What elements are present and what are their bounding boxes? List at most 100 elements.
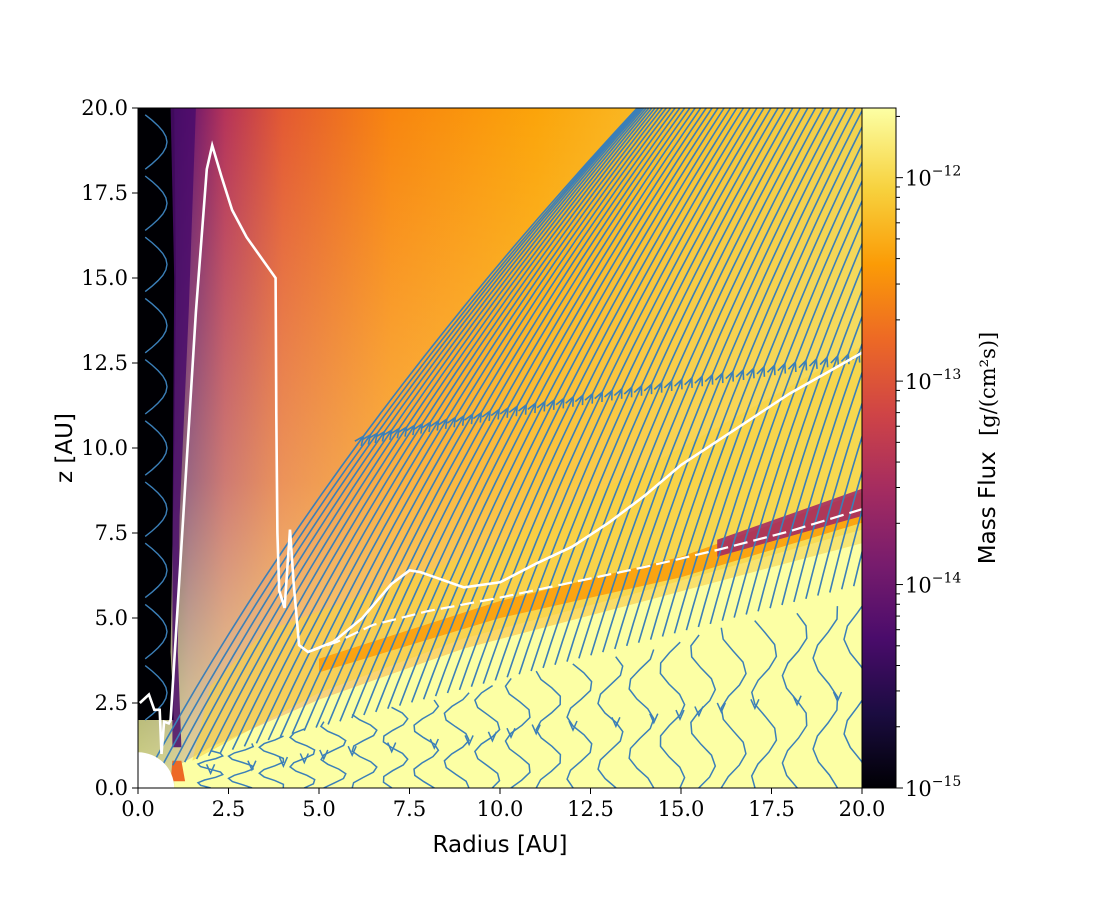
streamline-arrow — [387, 742, 397, 754]
streamline-arrow — [832, 691, 843, 703]
streamline — [195, 108, 643, 760]
streamline — [817, 433, 862, 596]
colorbar-tick-label: 10−14 — [905, 571, 961, 598]
streamline — [319, 721, 347, 788]
x-tick-label: 2.5 — [212, 797, 245, 821]
streamline — [227, 743, 255, 788]
streamline — [144, 603, 168, 660]
streamline-arrow — [643, 382, 653, 395]
streamline-arrow — [584, 392, 594, 404]
streamline — [243, 108, 653, 747]
heat-region — [174, 543, 862, 788]
streamline-arrow — [397, 425, 408, 437]
streamline-arrow — [527, 401, 537, 414]
streamline — [207, 108, 645, 757]
y-tick-label: 15.0 — [81, 266, 128, 290]
streamline — [291, 108, 667, 735]
plot-area — [138, 108, 948, 788]
streamline — [470, 108, 751, 687]
streamline-arrow — [895, 345, 905, 356]
streamline — [757, 289, 862, 612]
streamline — [315, 108, 676, 728]
streamline — [219, 108, 647, 754]
streamline — [602, 108, 832, 653]
streamline-arrow — [536, 399, 546, 412]
streamline-arrow — [756, 365, 766, 377]
streamline-arrow — [361, 433, 372, 445]
streamline — [769, 314, 862, 609]
streamline-arrow — [508, 404, 519, 417]
streamline — [144, 420, 168, 476]
x-axis-label: Radius [AU] — [433, 832, 568, 858]
streamline-arrow — [694, 706, 704, 718]
streamline-arrow — [368, 431, 379, 444]
streamline — [363, 108, 696, 716]
colorbar-gradient — [861, 107, 897, 789]
streamline-arrow — [429, 738, 439, 750]
streamline — [339, 108, 686, 722]
streamline-arrow — [750, 698, 760, 711]
streamline — [661, 125, 862, 637]
streamline — [697, 179, 862, 628]
streamline — [144, 175, 168, 231]
streamline — [279, 108, 663, 738]
x-tick-label: 0.0 — [121, 797, 154, 821]
streamline — [434, 108, 732, 697]
streamline — [673, 142, 862, 634]
y-axis-label: z [AU] — [52, 413, 78, 483]
x-tick-label: 12.5 — [567, 797, 614, 821]
y-tick-label: 7.5 — [95, 521, 128, 545]
y-tick-label: 5.0 — [95, 606, 128, 630]
streamline-arrow — [792, 695, 802, 707]
streamline — [196, 749, 224, 788]
streamline-arrow — [725, 369, 735, 382]
streamline — [258, 735, 285, 788]
streamline-arrow — [546, 398, 556, 410]
streamline — [750, 620, 778, 788]
streamline — [474, 684, 501, 788]
streamline — [506, 108, 772, 678]
streamline — [144, 114, 168, 170]
streamline-arrow — [390, 426, 401, 439]
streamline — [413, 699, 440, 788]
streamline — [351, 108, 691, 719]
streamline-arrow — [928, 340, 938, 351]
disk-surface-contour — [307, 508, 862, 654]
streamline-arrow — [518, 403, 528, 415]
streamline-arrow — [819, 355, 829, 368]
colorbar-tick-label: 10−15 — [905, 774, 961, 801]
streamline-arrow — [464, 412, 474, 425]
streamline-arrow — [506, 727, 516, 740]
streamline — [597, 656, 624, 788]
streamline — [144, 481, 168, 537]
streamline — [482, 108, 758, 684]
colorbar-ticks: 10−15 10−14 10−13 10−12 — [896, 115, 961, 801]
y-tick-label: 0.0 — [95, 776, 128, 800]
star-cutout — [138, 752, 175, 788]
streamline-arrow — [830, 354, 840, 366]
streamline-arrow — [938, 339, 948, 350]
streamline-arrow — [565, 395, 575, 407]
streamline-arrow — [716, 702, 726, 714]
streamline — [144, 236, 168, 293]
streamline-arrow — [278, 756, 289, 768]
streamline-arrow — [555, 396, 565, 409]
y-axis: 0.0 2.5 5.0 7.5 10.0 12.5 15.0 17.5 20.0 — [81, 96, 138, 800]
streamline — [443, 692, 470, 788]
streamline-arrow — [714, 371, 724, 384]
streamline — [781, 612, 808, 788]
streamline-arrow — [481, 409, 492, 421]
streamline — [494, 108, 765, 681]
streamline-arrow — [446, 415, 457, 428]
y-tick-label: 17.5 — [81, 181, 128, 205]
x-tick-label: 10.0 — [477, 797, 524, 821]
streamline-arrow — [382, 428, 393, 441]
streamline — [267, 108, 660, 741]
streamline — [637, 108, 857, 643]
streamline — [518, 108, 779, 675]
streamline — [625, 108, 848, 647]
streamline-arrow — [704, 372, 714, 385]
streamline — [375, 108, 702, 713]
streamline-arrow — [490, 407, 500, 420]
streamline — [327, 108, 681, 725]
